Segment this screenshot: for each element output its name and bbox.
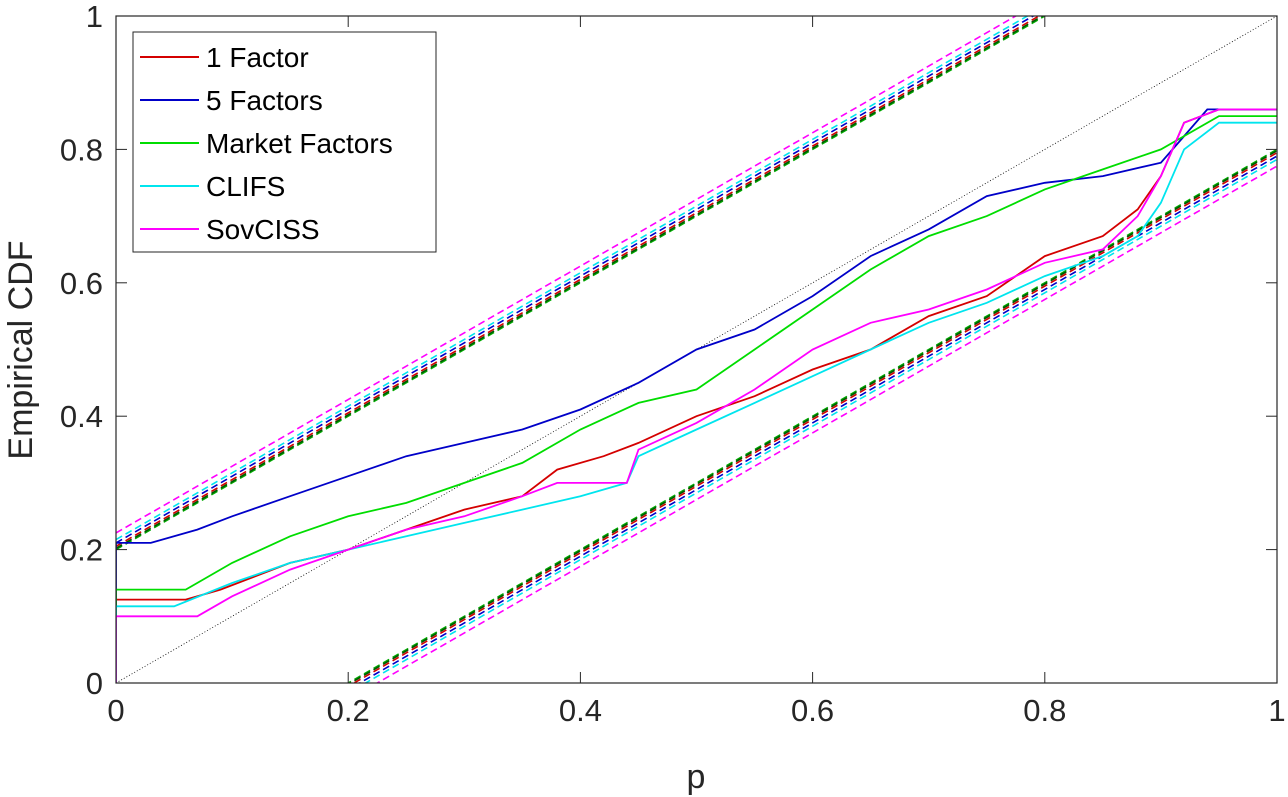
upper-band-2: [116, 16, 1047, 551]
series-lines: [116, 108, 1277, 683]
x-tick-label: 0: [107, 693, 124, 728]
legend: 1 Factor 5 Factors Market Factors CLIFS SovC…: [132, 31, 437, 253]
upper-band-5: [116, 16, 1045, 549]
y-tick-label: 0: [86, 666, 103, 701]
x-tick-label: 0.2: [327, 693, 370, 728]
upper-band-0: [116, 16, 1041, 547]
legend-label: Market Factors: [206, 128, 393, 159]
series-line-sovciss: [116, 108, 1277, 683]
y-axis-label: Empirical CDF: [2, 240, 40, 459]
plot-frame: [115, 15, 1278, 684]
y-tick-label: 0.2: [60, 533, 103, 568]
lower-band-3: [364, 158, 1277, 683]
legend-label: CLIFS: [206, 171, 285, 202]
x-tick-label: 0.6: [791, 693, 834, 728]
legend-label: 5 Factors: [206, 85, 323, 116]
x-axis-label: p: [687, 758, 706, 796]
y-tick-label: 0.8: [60, 132, 103, 167]
lower-band-2: [346, 148, 1277, 683]
series-line-5-factors: [116, 108, 1277, 683]
series-line-1-factor: [116, 108, 1277, 683]
legend-label: 1 Factor: [206, 42, 309, 73]
confidence-bands: [116, 16, 1277, 683]
upper-band-1: [116, 16, 1035, 544]
upper-band-3: [116, 16, 1029, 541]
lower-band-1: [358, 155, 1277, 683]
legend-label: SovCISS: [206, 214, 320, 245]
upper-band-4: [116, 16, 1018, 534]
series-line-clifs: [116, 121, 1277, 683]
series-line-market-factors: [116, 115, 1277, 683]
tick-labels: 0 0.2 0.4 0.6 0.8 1 0 0.2 0.4 0.6 0.8 1: [60, 0, 1286, 728]
y-tick-label: 0.6: [60, 266, 103, 301]
lower-band-0: [352, 152, 1277, 683]
y-tick-label: 1: [86, 0, 103, 34]
x-tick-label: 1: [1268, 693, 1285, 728]
x-tick-label: 0.8: [1023, 693, 1066, 728]
axis-ticks: [115, 15, 1278, 684]
lower-band-4: [375, 165, 1277, 683]
x-tick-label: 0.4: [559, 693, 602, 728]
y-tick-label: 0.4: [60, 399, 103, 434]
